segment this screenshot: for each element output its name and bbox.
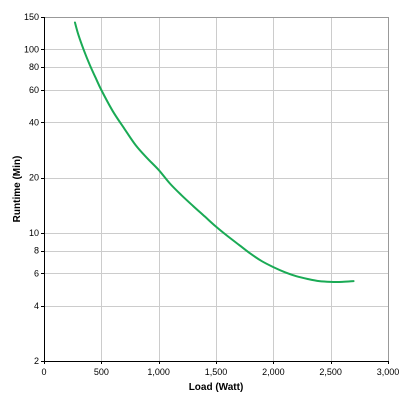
y-tick-label: 8 [34,246,39,256]
y-tick-label: 2 [34,356,39,366]
x-tick-label: 1,500 [205,367,228,377]
y-tick-label: 10 [29,228,39,238]
y-tick-label: 100 [24,44,39,54]
x-tick-label: 2,000 [262,367,285,377]
series-line-0 [73,21,355,283]
axes [41,17,389,364]
x-tick-label: 500 [94,367,109,377]
y-tick-label: 20 [29,173,39,183]
y-tick-label: 4 [34,301,39,311]
x-tick-label: 3,000 [377,367,400,377]
y-tick-label: 60 [29,85,39,95]
x-tick-label: 2,500 [319,367,342,377]
tick-labels: 0 500 1,000 1,500 2,000 2,500 3,000 2 4 6 8 10 20 40 6… [24,12,399,377]
x-tick-label: 0 [41,367,46,377]
y-tick-label: 80 [29,62,39,72]
y-tick-label: 150 [24,12,39,22]
x-tick-label: 1,000 [147,367,170,377]
y-axis-label: Runtime (Min) [12,156,23,223]
grid-lines [44,17,388,361]
series-layer [73,21,355,283]
y-tick-label: 6 [34,268,39,278]
y-tick-label: 40 [29,117,39,127]
x-axis-label: Load (Watt) [189,382,244,393]
